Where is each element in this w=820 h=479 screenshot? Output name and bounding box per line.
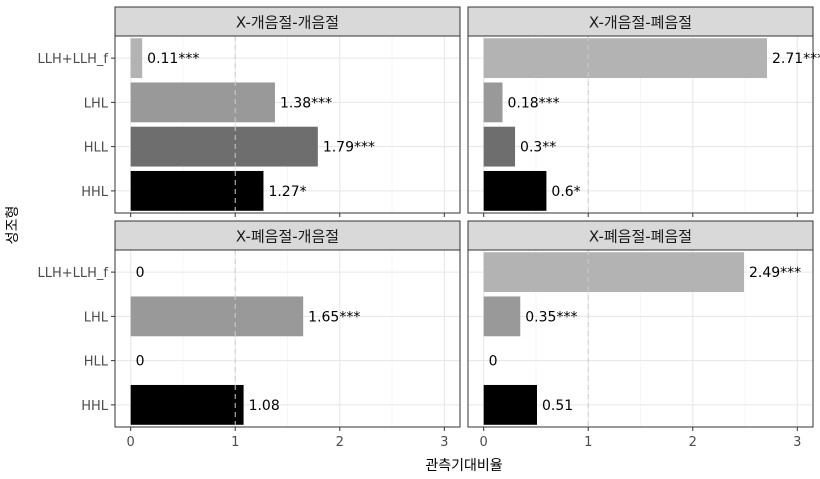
bar-value-label: 1.65*** xyxy=(308,309,360,325)
bar-llh-llh-f xyxy=(483,252,744,293)
facet-strip xyxy=(114,220,461,251)
bar-value-label: 0.3** xyxy=(520,140,556,156)
bar-lhl xyxy=(483,82,503,123)
bar-value-label: 0 xyxy=(136,265,145,281)
x-tick-label: 0 xyxy=(480,435,488,450)
bar-hhl xyxy=(130,384,244,425)
y-tick-label: LHL xyxy=(84,310,109,325)
y-tick-label: LLH+LLH_f xyxy=(38,52,109,67)
bar-value-label: 2.71*** xyxy=(772,51,820,67)
bar-value-label: 0.51 xyxy=(542,398,573,414)
x-tick-label: 3 xyxy=(793,435,801,450)
bar-llh-llh-f xyxy=(483,38,767,79)
x-tick-label: 1 xyxy=(231,435,239,450)
bar-lhl xyxy=(130,82,275,123)
bar-value-label: 0 xyxy=(136,354,145,370)
x-tick-label: 2 xyxy=(336,435,344,450)
y-tick-label: HLL xyxy=(84,141,109,156)
bar-value-label: 0.6* xyxy=(551,184,580,200)
y-tick-label: HHL xyxy=(81,185,109,200)
y-axis-title: 성조형 xyxy=(5,206,21,245)
bar-hll xyxy=(483,126,516,167)
bar-value-label: 1.38*** xyxy=(280,95,332,111)
y-tick-label: LLH+LLH_f xyxy=(38,266,109,281)
bar-hll xyxy=(130,126,318,167)
facet-strip xyxy=(114,6,461,37)
y-tick-label: LHL xyxy=(84,96,109,111)
x-axis-title: 관측기대비율 xyxy=(425,458,502,474)
bar-value-label: 0.18*** xyxy=(508,95,560,111)
facet-strip-label: X-개음절-폐음절 xyxy=(589,14,692,32)
bar-value-label: 2.49*** xyxy=(749,265,801,281)
facet-strip-label: X-폐음절-개음절 xyxy=(236,228,339,246)
x-tick-label: 1 xyxy=(584,435,592,450)
bar-lhl xyxy=(130,296,304,337)
bar-hhl xyxy=(483,384,537,425)
x-tick-label: 0 xyxy=(127,435,135,450)
facet-strip-label: X-폐음절-폐음절 xyxy=(589,228,692,246)
y-tick-label: HLL xyxy=(84,355,109,370)
bar-hhl xyxy=(483,170,547,211)
bar-value-label: 0.11*** xyxy=(147,51,199,67)
bar-lhl xyxy=(483,296,521,337)
y-tick-label: HHL xyxy=(81,399,109,414)
bar-llh-llh-f xyxy=(130,38,143,79)
bar-value-label: 1.08 xyxy=(249,398,280,414)
x-tick-label: 3 xyxy=(440,435,448,450)
bar-hhl xyxy=(130,170,264,211)
bar-value-label: 1.79*** xyxy=(323,140,375,156)
facet-strip-label: X-개음절-개음절 xyxy=(236,14,339,32)
bar-value-label: 0.35*** xyxy=(525,309,577,325)
bar-value-label: 1.27* xyxy=(268,184,306,200)
facet-strip xyxy=(467,6,814,37)
facet-strip xyxy=(467,220,814,251)
x-tick-label: 2 xyxy=(689,435,697,450)
bar-value-label: 0 xyxy=(489,354,498,370)
